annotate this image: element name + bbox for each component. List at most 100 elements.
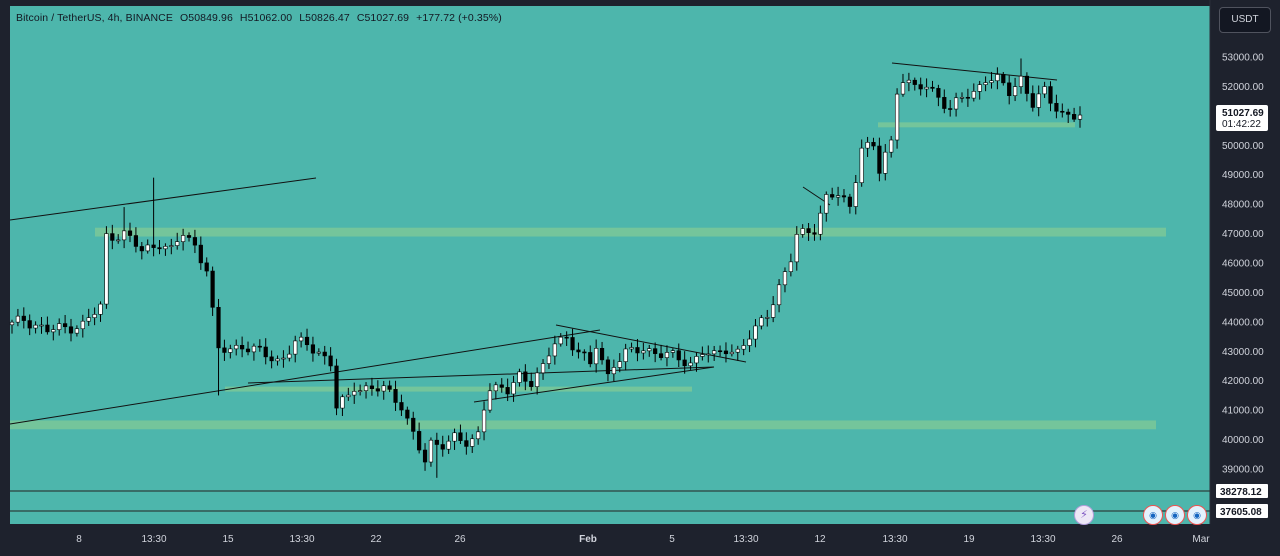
currency-button[interactable]: USDT [1219,7,1271,33]
candle [989,80,994,83]
candle [948,108,953,110]
candle [452,432,457,442]
x-tick-label: 26 [1111,534,1123,545]
candle [110,233,115,241]
trend-line[interactable] [247,366,715,384]
candle [824,194,829,214]
price-axis[interactable] [1210,0,1280,556]
candle [700,354,705,357]
candle [546,355,552,364]
y-tick-label: 40000.00 [1222,435,1264,446]
candle [340,396,345,409]
trend-line[interactable] [891,62,1058,81]
candle [293,340,298,355]
trend-line[interactable] [9,329,601,425]
line-label-value: 37605.08 [1220,507,1262,518]
candle [21,315,26,321]
trend-line[interactable] [473,366,715,403]
candle [664,352,670,358]
x-tick-label: 19 [963,534,975,545]
candle [269,356,274,362]
support-zone [10,420,1156,430]
candle [1060,110,1065,113]
lightning-icon[interactable]: ⚡ [1074,505,1094,525]
candle [629,347,634,350]
candle [599,347,605,361]
candle [977,84,982,92]
candle [676,350,681,361]
candle [670,350,675,353]
x-tick-label: 12 [814,534,826,545]
candle [859,147,864,183]
us-flag-icon[interactable]: ◉ [1187,505,1207,525]
candle [57,323,62,330]
candle [717,350,723,353]
candle [210,270,215,308]
y-tick-label: 53000.00 [1222,53,1264,64]
candle [759,317,764,327]
support-zone [95,227,1166,237]
candle [688,362,693,367]
candle [299,336,304,342]
candle [234,345,239,350]
candle [812,232,817,235]
x-tick-label: 22 [370,534,382,545]
x-tick-label: Feb [579,534,597,545]
candle [806,228,811,233]
time-axis[interactable] [0,524,1280,556]
low-value: L50826.47 [299,12,350,24]
candle [157,247,162,250]
candle [422,449,428,463]
line-label-badge [1216,504,1268,518]
candle [428,439,434,463]
candle [186,235,192,238]
candle [104,233,109,305]
candle [706,353,711,356]
candle [251,345,257,353]
candle [617,361,622,368]
x-tick-label: 8 [76,534,82,545]
x-tick-label: 13:30 [882,534,907,545]
candle [1066,111,1071,115]
candle [352,391,357,396]
candle [163,246,168,250]
candle [216,307,221,349]
candle [1071,114,1077,120]
close-value: C51027.69 [356,12,410,24]
us-flag-icon[interactable]: ◉ [1143,505,1163,525]
candle [747,338,752,346]
candle [835,195,841,198]
candle [316,351,321,354]
candle [1054,102,1059,112]
candle [794,234,799,263]
high-value: H51062.00 [239,12,293,24]
y-tick-label: 50000.00 [1222,141,1264,152]
candle [240,345,245,350]
candle [275,358,280,362]
bar-countdown: 01:42:22 [1222,119,1261,130]
candle [375,388,380,392]
candle [723,350,729,355]
candle [647,348,652,352]
candle [971,91,976,99]
candle [169,245,174,247]
candle [594,347,599,365]
last-price-value: 51027.69 [1222,108,1264,119]
candle [883,151,888,174]
candle [98,303,103,315]
us-flag-icon[interactable]: ◉ [1165,505,1185,525]
candle [889,139,894,153]
candle [582,351,587,354]
line-label-badge [1216,484,1268,498]
y-tick-label: 46000.00 [1222,259,1264,270]
candle [924,86,929,90]
trend-line[interactable] [9,177,317,221]
candle [1024,75,1029,94]
candle [611,367,616,375]
candle [68,326,74,334]
candle [588,352,593,365]
support-zone [878,122,1075,128]
candle [853,182,858,207]
change-value: +177.72 (+0.35%) [416,12,502,24]
